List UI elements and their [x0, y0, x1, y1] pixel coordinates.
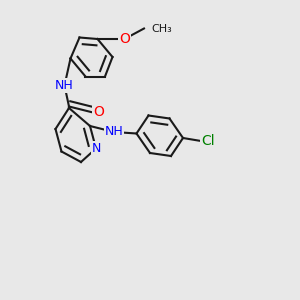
Text: Cl: Cl	[201, 134, 214, 148]
Text: NH: NH	[105, 125, 123, 139]
Text: O: O	[93, 106, 104, 119]
Text: N: N	[91, 142, 101, 155]
Text: O: O	[119, 32, 130, 46]
Text: NH: NH	[55, 79, 74, 92]
Text: CH₃: CH₃	[152, 23, 172, 34]
